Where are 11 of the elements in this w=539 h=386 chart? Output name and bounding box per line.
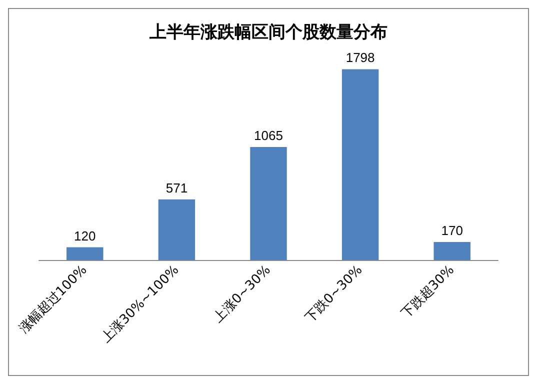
data-label: 1065: [254, 128, 283, 143]
data-label: 571: [166, 180, 188, 196]
bar: [158, 199, 196, 260]
bar: [250, 146, 287, 260]
bar: [434, 242, 470, 260]
chart-title: 上半年涨跌幅区间个股数量分布: [148, 22, 388, 42]
bar: [342, 69, 379, 260]
data-label: 120: [74, 228, 96, 244]
data-label: 170: [441, 222, 463, 238]
data-label: 1798: [346, 50, 375, 66]
bar: [66, 247, 104, 260]
